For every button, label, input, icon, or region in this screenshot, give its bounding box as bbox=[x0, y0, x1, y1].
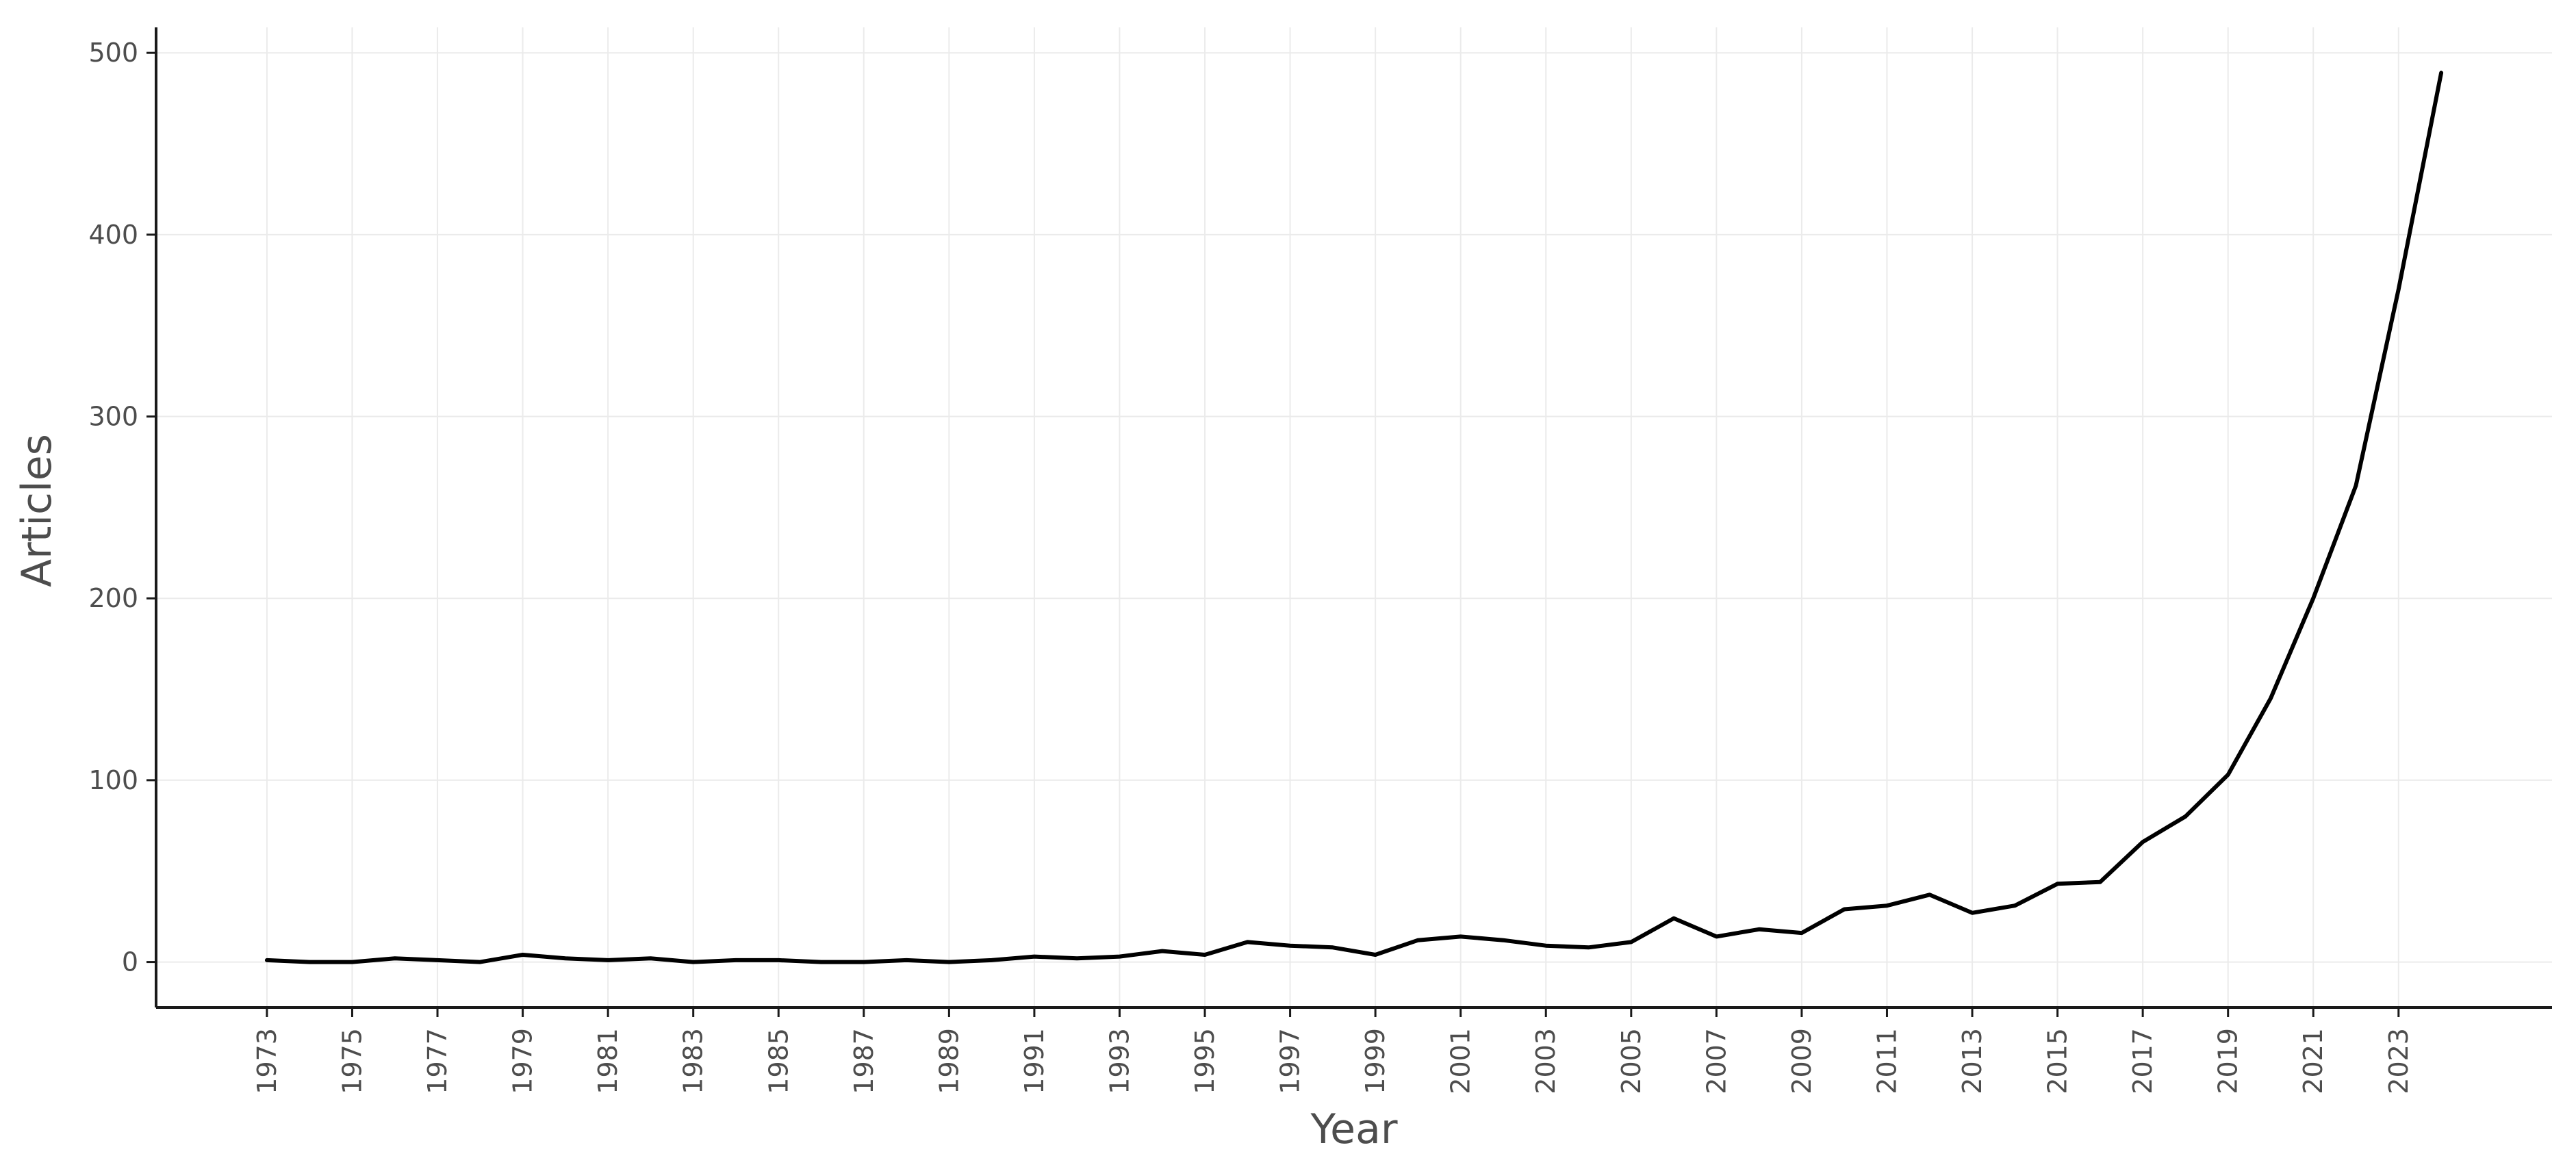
x-tick-label: 2017 bbox=[2128, 1028, 2158, 1094]
x-tick-label: 2015 bbox=[2043, 1028, 2073, 1094]
x-gridlines bbox=[266, 27, 2399, 1007]
x-tick-label: 1999 bbox=[1360, 1028, 1390, 1094]
x-tick-label: 2013 bbox=[1957, 1028, 1987, 1094]
x-tick-label: 2019 bbox=[2213, 1028, 2243, 1094]
y-tick-label: 100 bbox=[88, 765, 138, 795]
x-tick-label: 1977 bbox=[422, 1028, 452, 1094]
x-tick-label: 2003 bbox=[1531, 1028, 1561, 1094]
x-tick-label: 1993 bbox=[1104, 1028, 1134, 1094]
x-tick-label: 2009 bbox=[1787, 1028, 1817, 1094]
y-tick-label: 400 bbox=[88, 220, 138, 250]
x-tick-label: 1981 bbox=[593, 1028, 623, 1094]
series-layer bbox=[264, 70, 2444, 964]
x-axis-title: Year bbox=[1310, 1105, 1397, 1153]
x-tick-label: 2005 bbox=[1616, 1028, 1646, 1094]
x-tick-label: 1991 bbox=[1019, 1028, 1049, 1094]
x-tick-label: 2001 bbox=[1446, 1028, 1476, 1094]
y-axis-ticks: 0 100 200 300 400 500 bbox=[88, 38, 156, 977]
x-tick-label: 1985 bbox=[763, 1028, 793, 1094]
x-tick-label: 1979 bbox=[508, 1028, 538, 1094]
x-tick-label: 1995 bbox=[1190, 1028, 1220, 1094]
y-tick-label: 0 bbox=[122, 947, 138, 977]
x-tick-label: 1987 bbox=[849, 1028, 879, 1094]
y-gridlines bbox=[156, 52, 2552, 963]
x-tick-label: 2007 bbox=[1701, 1028, 1731, 1094]
x-tick-label: 1975 bbox=[337, 1028, 367, 1094]
x-tick-label: 2023 bbox=[2384, 1028, 2414, 1094]
x-tick-label: 1973 bbox=[252, 1028, 282, 1094]
x-tick-label: 1997 bbox=[1275, 1028, 1305, 1094]
y-tick-label: 300 bbox=[88, 402, 138, 432]
series-line bbox=[264, 70, 2444, 964]
y-tick-label: 200 bbox=[88, 583, 138, 613]
y-tick-label: 500 bbox=[88, 38, 138, 68]
x-axis-ticks: 1973 1975 1977 1979 1981 1983 1985 1987 1989 1991… bbox=[252, 1007, 2414, 1094]
y-axis-title: Articles bbox=[13, 434, 61, 587]
x-tick-label: 2011 bbox=[1872, 1028, 1902, 1094]
x-tick-label: 1989 bbox=[934, 1028, 964, 1094]
x-tick-label: 1983 bbox=[678, 1028, 709, 1094]
x-tick-label: 2021 bbox=[2298, 1028, 2328, 1094]
